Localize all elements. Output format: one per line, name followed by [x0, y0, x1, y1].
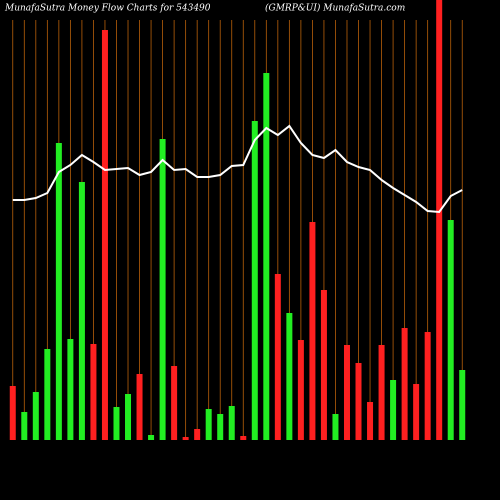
bar — [447, 220, 454, 440]
bar — [240, 436, 247, 440]
bar — [459, 370, 466, 440]
bar — [148, 435, 155, 440]
bar — [286, 313, 293, 440]
bar — [355, 363, 362, 440]
chart-title: MunafaSutra Money Flow Charts for 543490 — [4, 4, 211, 14]
bar — [390, 380, 397, 440]
bar — [44, 349, 51, 440]
bar — [194, 429, 201, 440]
bar — [32, 392, 39, 440]
bar — [424, 332, 431, 440]
bar — [182, 437, 189, 440]
bar — [90, 344, 97, 440]
bar — [205, 409, 212, 440]
bar — [101, 30, 108, 440]
money-flow-line — [12, 124, 463, 214]
bar — [367, 402, 374, 440]
bar — [274, 274, 281, 440]
bar — [113, 407, 120, 440]
bar — [9, 386, 16, 440]
bar — [263, 73, 270, 440]
bar — [332, 414, 339, 440]
bar — [136, 374, 143, 440]
bar — [378, 345, 385, 440]
bar — [67, 339, 74, 440]
bar — [21, 412, 28, 440]
bar — [159, 139, 166, 440]
bar — [309, 222, 316, 440]
bar — [251, 121, 258, 440]
chart-subtitle: (GMRP&UI) MunafaSutra.com — [265, 3, 405, 14]
bar — [217, 414, 224, 440]
bar — [413, 384, 420, 440]
bar — [297, 340, 304, 440]
bar — [55, 143, 62, 440]
bar — [401, 328, 408, 440]
bar — [125, 394, 132, 440]
bar — [228, 406, 235, 440]
bar — [171, 366, 178, 440]
bar — [78, 182, 85, 440]
bar — [320, 290, 327, 440]
bar — [343, 345, 350, 440]
bar — [436, 0, 443, 440]
